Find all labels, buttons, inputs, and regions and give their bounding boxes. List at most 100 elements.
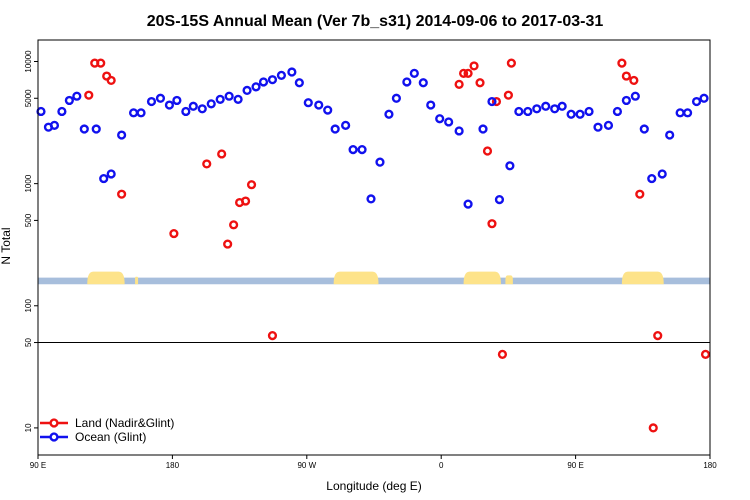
land-point xyxy=(240,196,251,206)
legend: Land (Nadir&Glint)Ocean (Glint) xyxy=(40,416,174,444)
land-point xyxy=(617,58,627,68)
ocean-point xyxy=(612,106,623,117)
land-band-segment xyxy=(135,276,139,285)
ocean-point xyxy=(550,104,560,114)
ocean-point xyxy=(314,100,324,110)
ocean-point xyxy=(357,144,367,155)
y-tick-label: 5000 xyxy=(24,89,33,107)
ocean-point xyxy=(117,130,127,140)
land-point xyxy=(487,219,497,229)
ocean-point xyxy=(532,104,542,114)
y-tick-label: 10000 xyxy=(24,50,33,73)
x-tick-label: 90 E xyxy=(30,461,46,470)
legend-marker xyxy=(49,418,59,428)
y-axis: 10 50 100 500 1000 5000 10000 xyxy=(24,50,38,432)
ocean-point xyxy=(575,109,585,119)
ocean-point xyxy=(72,91,82,101)
land-point xyxy=(117,189,127,199)
ocean-point xyxy=(136,108,146,118)
ocean-point xyxy=(505,161,515,171)
ocean-point xyxy=(276,70,287,80)
ocean-point xyxy=(384,109,394,119)
ocean-point xyxy=(258,77,269,87)
ocean-point xyxy=(665,130,675,140)
ocean-point xyxy=(188,101,198,111)
land-point xyxy=(475,78,485,88)
ocean-point xyxy=(64,95,74,106)
ocean-point xyxy=(494,195,505,205)
ocean-point xyxy=(251,82,261,92)
ocean-point xyxy=(172,95,182,106)
ocean-point xyxy=(682,108,693,118)
land-point xyxy=(223,239,233,249)
land-band-segment xyxy=(505,275,513,285)
ocean-point xyxy=(287,67,297,77)
land-point xyxy=(246,180,257,190)
y-tick-label: 500 xyxy=(24,213,33,227)
legend-marker xyxy=(49,432,59,442)
ocean-point xyxy=(348,144,358,155)
data-points xyxy=(36,58,711,433)
ocean-point xyxy=(330,124,340,134)
ocean-point xyxy=(79,124,89,134)
ocean-point xyxy=(106,169,116,179)
land-point xyxy=(96,58,106,68)
land-point xyxy=(506,58,516,68)
chart-title: 20S-15S Annual Mean (Ver 7b_s31) 2014-09… xyxy=(147,13,604,30)
y-tick-label: 10 xyxy=(24,423,33,432)
ocean-point xyxy=(593,122,603,132)
ocean-point xyxy=(128,108,139,118)
ocean-point xyxy=(691,96,702,107)
ocean-point xyxy=(99,173,109,184)
ocean-point xyxy=(181,106,191,117)
land-point xyxy=(469,61,479,71)
ocean-point xyxy=(487,96,497,107)
land-point xyxy=(621,71,631,81)
plot-frame xyxy=(37,39,711,456)
ocean-point xyxy=(557,101,567,111)
land-point xyxy=(217,149,227,159)
land-point xyxy=(459,68,469,78)
x-tick-label: 180 xyxy=(703,461,717,470)
land-point xyxy=(648,423,658,433)
ocean-point xyxy=(341,120,351,130)
land-point xyxy=(635,189,645,199)
ocean-point xyxy=(418,78,428,88)
ocean-point xyxy=(323,105,333,115)
ocean-point xyxy=(57,106,67,117)
land-band-segment xyxy=(87,271,125,285)
y-tick-label: 50 xyxy=(24,338,33,347)
land-point xyxy=(491,96,502,107)
ocean-point xyxy=(49,120,60,130)
land-point xyxy=(84,90,94,100)
x-tick-label: 90 W xyxy=(297,461,316,470)
ocean-point xyxy=(197,104,207,114)
ocean-point xyxy=(675,108,685,118)
ocean-point xyxy=(224,91,234,101)
ocean-point xyxy=(621,95,631,106)
x-axis: 90 E 180 90 W 0 90 E 180 xyxy=(30,455,717,470)
ocean-point xyxy=(91,124,101,134)
ocean-point xyxy=(215,94,225,104)
y-tick-label: 1000 xyxy=(24,174,33,192)
ocean-point xyxy=(294,78,304,88)
ocean-point xyxy=(233,94,243,104)
land-point xyxy=(106,75,116,86)
y-axis-label: N Total xyxy=(0,227,13,264)
ocean-point xyxy=(206,99,216,109)
land-point xyxy=(497,349,508,359)
ocean-point xyxy=(566,109,576,119)
ocean-point xyxy=(541,101,551,111)
ocean-point xyxy=(478,124,488,134)
ocean-point xyxy=(523,106,533,117)
ocean-point xyxy=(584,106,594,117)
land-point xyxy=(454,79,464,89)
ocean-point xyxy=(647,173,657,184)
ocean-point xyxy=(375,157,385,167)
ocean-point xyxy=(164,100,175,110)
ocean-point xyxy=(155,93,166,103)
legend-label: Land (Nadir&Glint) xyxy=(75,416,174,430)
ocean-point xyxy=(657,169,667,179)
land-point xyxy=(169,228,179,239)
